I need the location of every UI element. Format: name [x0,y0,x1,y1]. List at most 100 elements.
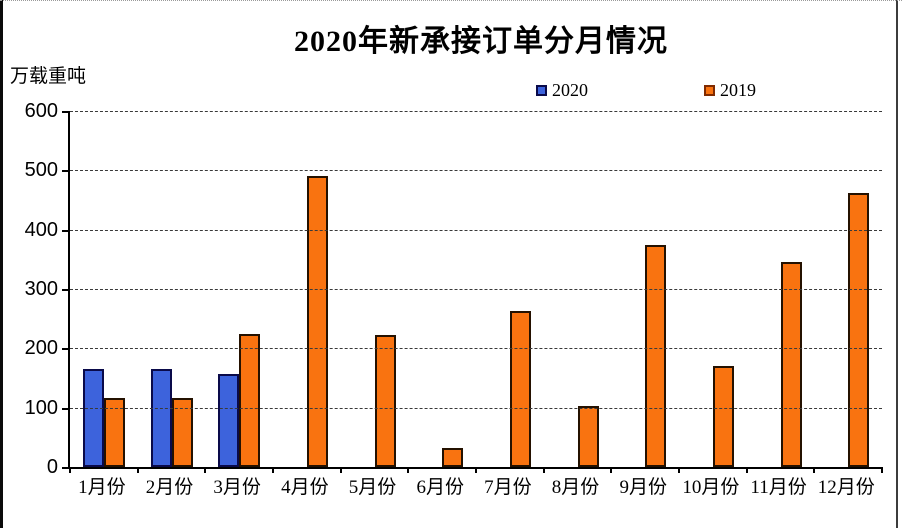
x-axis-label-10月份: 10月份 [682,477,740,498]
x-axis-tick-6 [475,467,477,473]
bar-pair [218,333,261,467]
bar-pair [82,369,125,467]
gridline-100 [70,407,882,409]
bar-pair [150,369,193,467]
bar-pair [624,245,667,467]
bar-pair [286,176,328,467]
x-axis-tick-0 [69,467,71,473]
x-axis-tick-5 [407,467,410,473]
bar-pair [354,334,396,467]
x-axis-label-11月份: 11月份 [750,477,807,498]
bar-2019-6月份 [442,448,464,467]
legend: 2020 2019 [536,81,756,99]
bar-groups [70,111,882,467]
bar-2020-3月份 [218,373,240,467]
bar-2019-8月份 [577,406,599,467]
bar-group-11月份 [747,111,815,467]
gridline-400 [70,229,882,231]
bar-pair [557,406,599,467]
y-axis-tick-600 [62,111,70,113]
x-axis-tick-7 [542,467,545,473]
bar-2019-5月份 [374,334,396,467]
bar-2019-10月份 [712,365,734,467]
plot-area [62,111,883,473]
image-top-edge [0,0,902,1]
bar-2020-2月份 [150,369,172,467]
y-axis-tick-label-600: 600 [24,100,58,122]
image-right-edge [896,0,898,528]
bar-2019-3月份 [239,333,261,467]
legend-item-2019: 2019 [704,81,756,99]
bar-2019-11月份 [780,262,802,467]
y-axis-tick-label-0: 0 [46,456,58,478]
image-left-edge [0,0,3,528]
y-axis-tick-label-100: 100 [24,396,58,419]
gridline-300 [70,289,882,290]
y-axis-tick-label-400: 400 [24,218,58,241]
bar-pair [489,310,531,467]
x-axis-label-6月份: 6月份 [416,477,464,498]
x-axis-tick-3 [272,467,274,473]
chart-title: 2020年新承接订单分月情况 [294,25,668,58]
y-axis-tick-500 [62,170,70,173]
y-axis-tick-400 [62,229,70,232]
bar-2019-4月份 [306,176,328,467]
bar-group-9月份 [611,111,679,467]
bar-group-10月份 [679,111,747,467]
bar-group-6月份 [408,111,476,467]
x-axis-tick-2 [204,467,207,473]
legend-item-2020: 2020 [536,81,588,99]
bar-2019-12月份 [848,193,870,467]
x-axis-label-9月份: 9月份 [619,477,667,498]
legend-label-2019: 2019 [720,80,756,100]
bar-2019-9月份 [645,245,667,467]
bar-pair [692,365,734,467]
y-axis-tick-0 [62,467,70,469]
bar-group-12月份 [814,111,882,467]
bar-group-7月份 [476,111,544,467]
gridline-600 [70,111,882,112]
x-axis-label-4月份: 4月份 [281,477,329,498]
x-axis-label-8月份: 8月份 [551,477,600,498]
x-axis-label-5月份: 5月份 [348,477,397,498]
bar-2019-1月份 [103,397,125,467]
bar-2019-7月份 [509,310,531,467]
x-axis-label-1月份: 1月份 [78,477,126,498]
bar-group-8月份 [544,111,612,467]
x-axis-label-7月份: 7月份 [484,477,532,498]
y-axis-tick-label-300: 300 [24,278,58,300]
x-axis-label-12月份: 12月份 [817,477,875,498]
bar-2019-2月份 [171,397,193,467]
gridline-500 [70,170,882,172]
x-axis-tick-4 [339,467,342,473]
bar-group-3月份 [205,111,273,467]
bar-pair [760,262,802,467]
y-axis-unit-label: 万载重吨 [10,66,87,87]
bar-2020-1月份 [82,369,104,467]
x-axis-tick-12 [881,467,883,473]
bar-pair [827,193,870,467]
bar-pair [421,448,464,467]
x-axis-tick-1 [136,467,139,473]
legend-label-2020: 2020 [552,80,588,100]
x-axis-tick-9 [678,467,680,473]
legend-swatch-2020 [536,84,547,96]
x-axis-labels: 1月份 2月份 3月份 4月份 5月份 6月份 7月份 8月份 9月份 10月份 11月份 12月份 [68,472,880,499]
y-axis-tick-200 [62,348,70,351]
bar-group-1月份 [70,111,138,467]
bar-group-5月份 [341,111,409,467]
x-axis-tick-8 [610,467,613,473]
gridline-200 [70,348,882,350]
y-axis-tick-300 [62,289,70,291]
y-axis-tick-label-500: 500 [24,159,58,182]
y-axis-tick-label-200: 200 [24,337,58,360]
legend-swatch-2019 [704,84,715,96]
x-axis-label-3月份: 3月份 [213,477,261,498]
x-axis-tick-10 [745,467,748,473]
x-axis-label-2月份: 2月份 [145,477,194,498]
x-axis-tick-11 [813,467,816,473]
y-axis-tick-100 [62,407,70,410]
bar-group-4月份 [273,111,341,467]
bar-group-2月份 [138,111,206,467]
